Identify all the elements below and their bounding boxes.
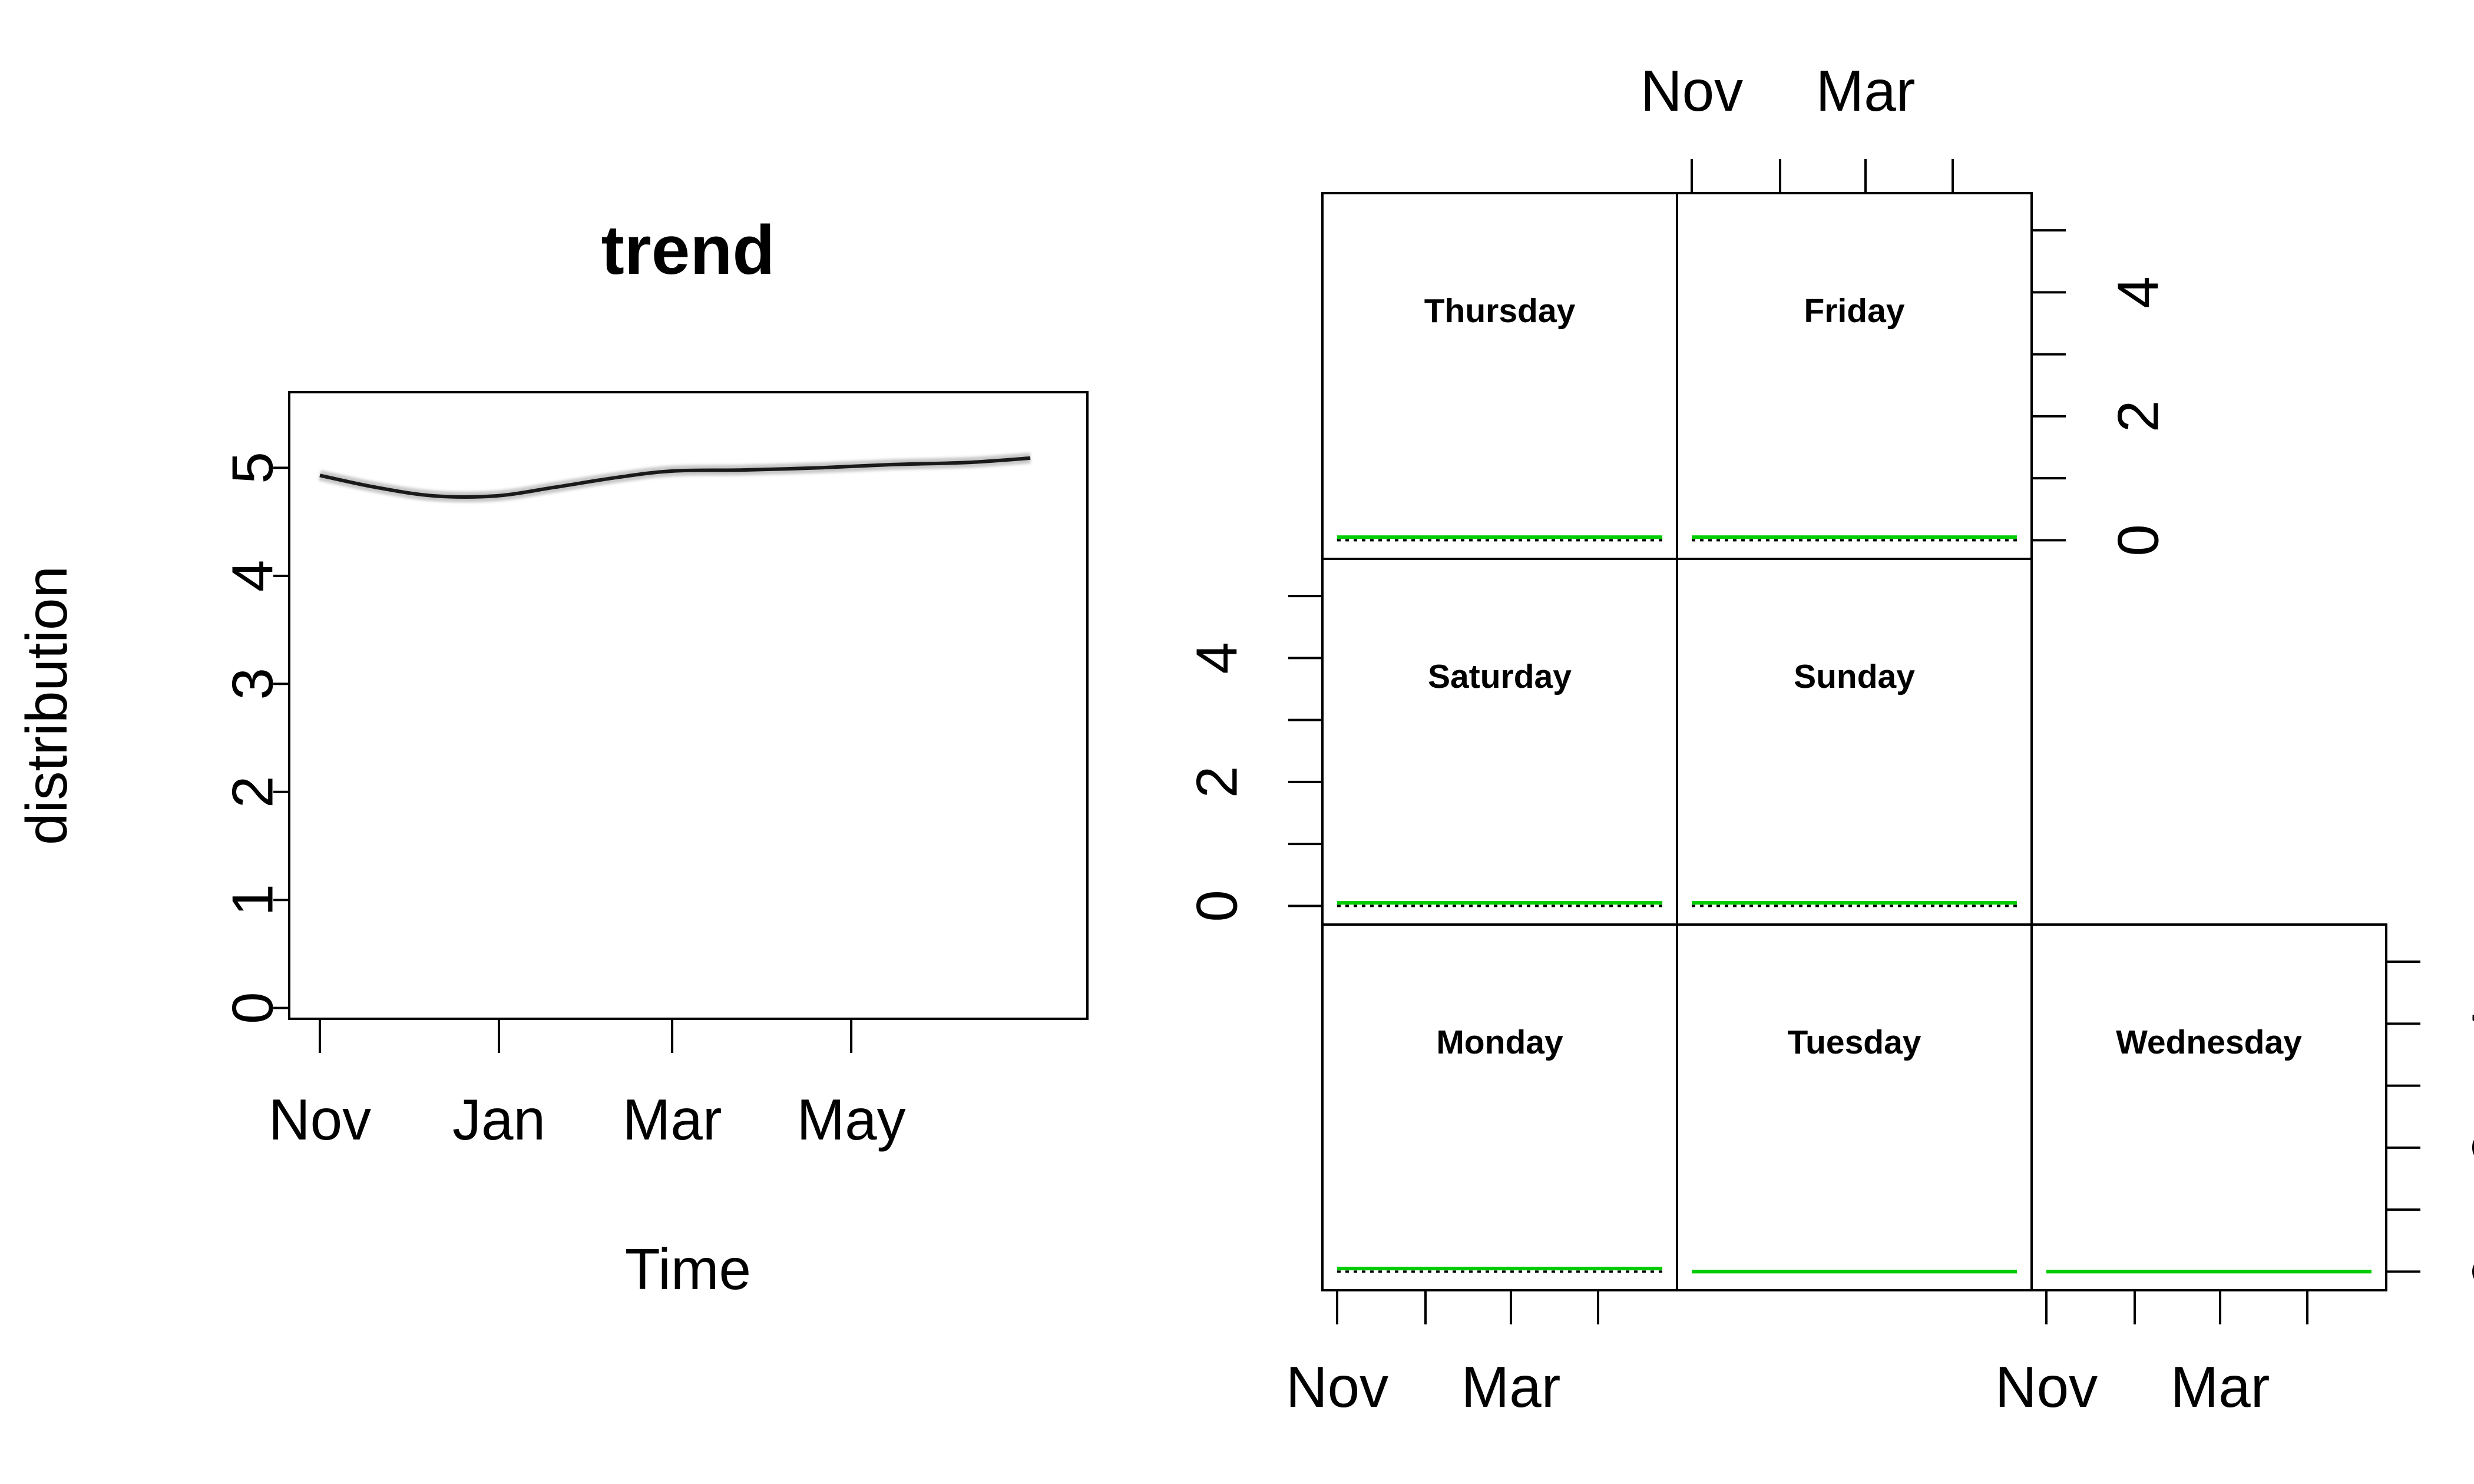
facet-panel-sunday: Sunday	[1676, 558, 2033, 926]
panel-label: Friday	[1804, 292, 1904, 330]
y-axis-left-middle: 0 2 4	[1184, 595, 1322, 922]
y-tick-label: 2	[2460, 1132, 2474, 1164]
x-tick-label: Mar	[623, 1087, 722, 1152]
panel-frame	[1676, 192, 2033, 560]
trend-line	[319, 456, 1031, 499]
x-tick-label: Mar	[1461, 1354, 1561, 1419]
trend-series	[319, 452, 1031, 502]
x-axis-top: Nov Mar	[1640, 58, 1954, 193]
x-tick-label: Nov	[269, 1087, 371, 1152]
y-axis-right-bottom: 0 2 4	[2386, 960, 2474, 1288]
y-tick-label: 4	[2105, 276, 2170, 309]
y-tick-label: 0	[1184, 890, 1249, 922]
x-tick-label: Jan	[452, 1087, 545, 1152]
x-tick-label: Nov	[1286, 1354, 1388, 1419]
y-tick-label: 4	[1184, 642, 1249, 674]
panel-label: Thursday	[1424, 292, 1576, 330]
y-tick-label: 2	[220, 776, 285, 809]
panel-frame	[1321, 923, 1678, 1291]
plot-frame	[288, 391, 1089, 1020]
panel-label: Tuesday	[1787, 1023, 1921, 1061]
x-axis-bottom-right: Nov Mar	[1995, 1290, 2308, 1419]
x-axis: Nov Jan Mar May	[269, 1019, 906, 1152]
y-tick-label: 1	[220, 884, 285, 916]
facet-chart: Thursday Friday Saturday Sunday Monday Tuesda…	[1184, 58, 2474, 1419]
panel-frame	[1321, 192, 1678, 560]
x-tick-label: Nov	[1995, 1354, 2098, 1419]
x-tick-label: Nov	[1640, 58, 1743, 123]
y-axis-right-top: 0 2 4	[2032, 229, 2170, 556]
chart-title: trend	[601, 211, 775, 289]
facet-panel-saturday: Saturday	[1321, 558, 1678, 926]
facet-panel-friday: Friday	[1676, 192, 2033, 560]
panel-label: Saturday	[1428, 658, 1572, 695]
x-tick-label: May	[797, 1087, 906, 1152]
panel-frame	[1321, 558, 1678, 926]
x-tick-label: Mar	[2171, 1354, 2270, 1419]
y-tick-label: 0	[2105, 524, 2170, 556]
panel-frame	[1676, 558, 2033, 926]
panel-label: Monday	[1436, 1023, 1563, 1061]
y-tick-label: 2	[2105, 400, 2170, 433]
y-tick-label: 0	[2460, 1256, 2474, 1288]
trend-chart: trend 0 1 2 3 4 5 Nov Jan Mar May Time distribut…	[14, 211, 1089, 1301]
x-tick-label: Mar	[1816, 58, 1916, 123]
y-tick-label: 0	[220, 992, 285, 1024]
y-axis-title: distribution	[14, 566, 79, 845]
y-tick-label: 4	[2460, 1008, 2474, 1040]
y-tick-label: 4	[220, 560, 285, 592]
y-axis: 0 1 2 3 4 5	[220, 452, 289, 1024]
panel-label: Sunday	[1794, 658, 1915, 695]
panel-frame	[1676, 923, 2033, 1291]
facet-panel-tuesday: Tuesday	[1676, 923, 2033, 1291]
facet-panel-monday: Monday	[1321, 923, 1678, 1291]
y-tick-label: 5	[220, 452, 285, 484]
y-tick-label: 3	[220, 668, 285, 700]
x-axis-title: Time	[625, 1237, 751, 1301]
facet-panel-thursday: Thursday	[1321, 192, 1678, 560]
facet-panel-wednesday: Wednesday	[2030, 923, 2387, 1291]
panel-frame	[2030, 923, 2387, 1291]
y-tick-label: 2	[1184, 766, 1249, 799]
panel-label: Wednesday	[2116, 1023, 2302, 1061]
x-axis-bottom-left: Nov Mar	[1286, 1290, 1599, 1419]
